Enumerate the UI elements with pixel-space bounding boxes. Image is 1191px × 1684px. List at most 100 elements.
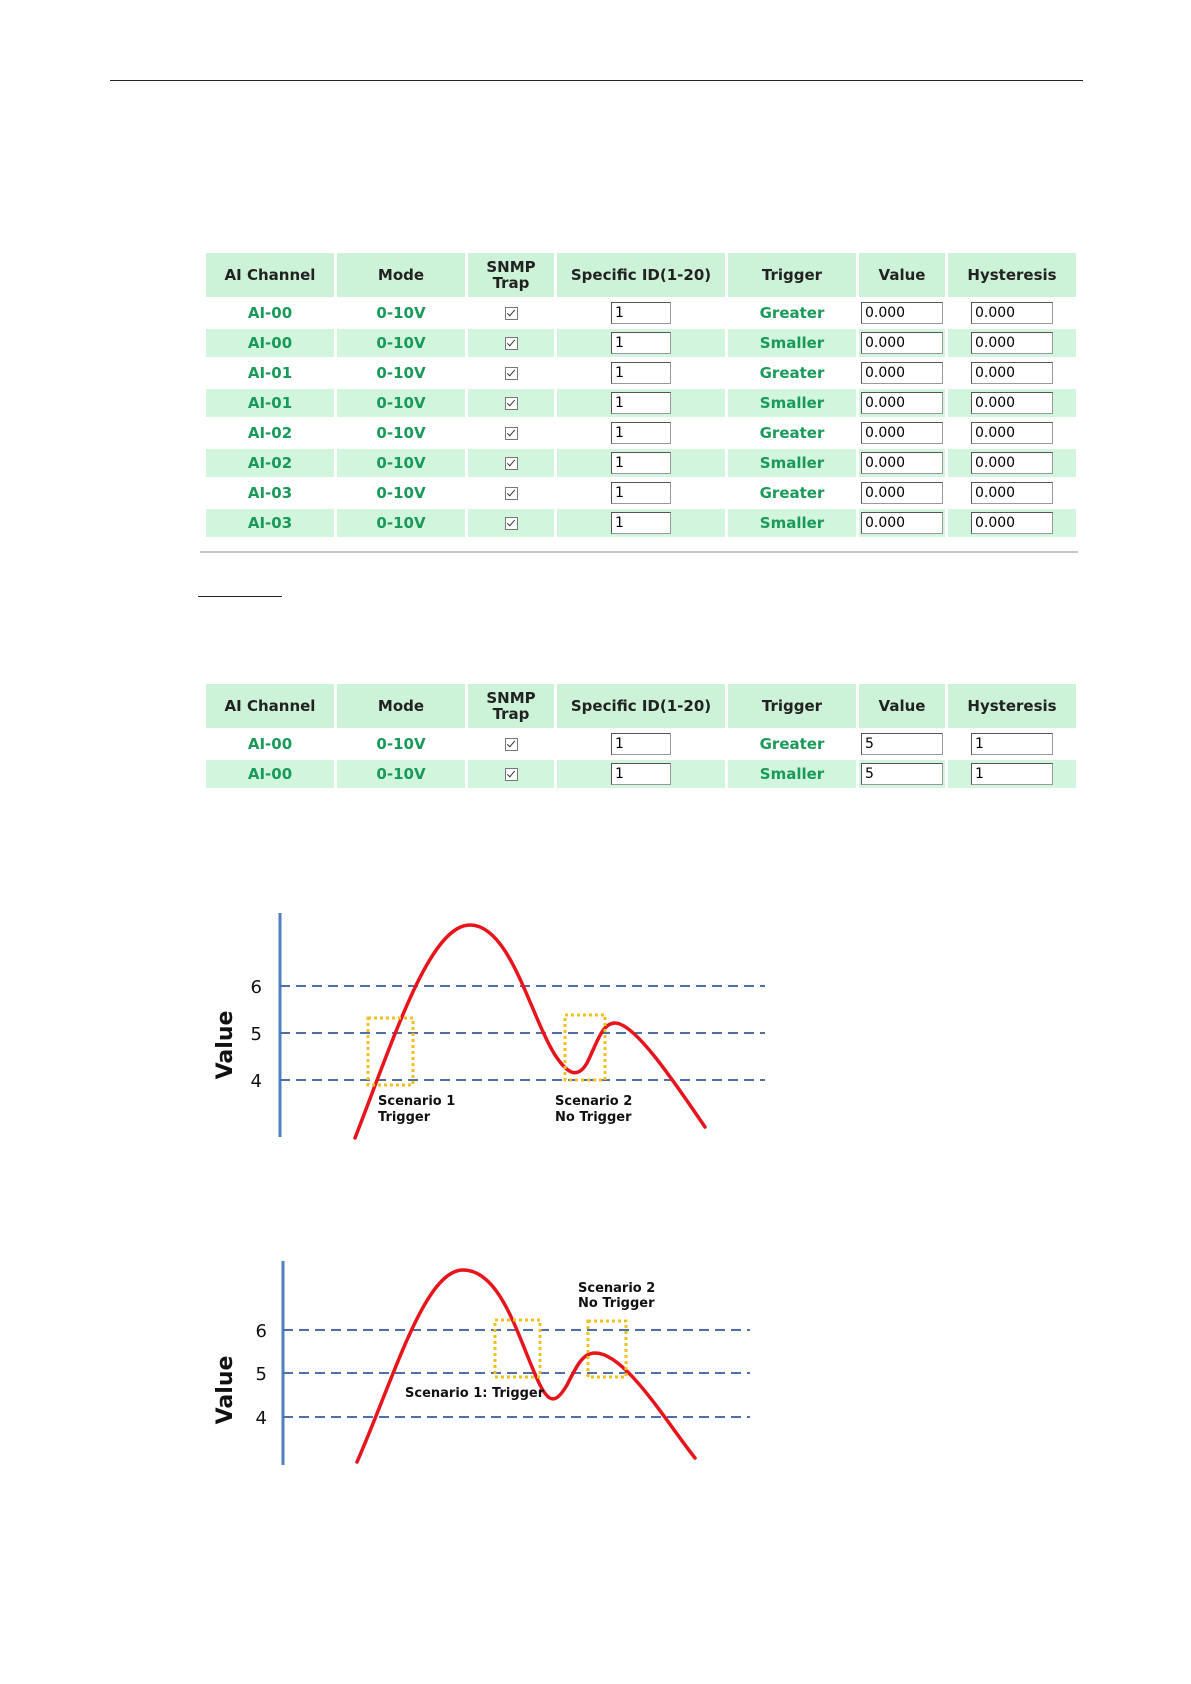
trigger-cell: Smaller [728, 329, 856, 357]
scenario-2-box [586, 1319, 628, 1379]
mode-cell: 0-10V [376, 364, 426, 382]
channel-cell: AI-02 [206, 449, 334, 477]
channel-cell: AI-02 [247, 424, 293, 442]
snmp-trap-checkbox[interactable] [504, 307, 518, 320]
snmp-trap-checkbox[interactable] [504, 487, 518, 500]
specific-id-input[interactable] [611, 482, 671, 504]
snmp-trap-checkbox[interactable] [504, 337, 518, 350]
specific-id-input[interactable] [611, 392, 671, 414]
value-input[interactable] [861, 362, 943, 384]
hysteresis-input[interactable] [971, 733, 1053, 755]
hysteresis-input[interactable] [971, 512, 1053, 534]
hysteresis-chart-smaller: Value 6 5 4 Scenario 1: Trigger Scenario… [213, 1261, 750, 1465]
y-tick-label: 6 [256, 1321, 267, 1342]
value-input[interactable] [861, 452, 943, 474]
value-cell [859, 730, 945, 758]
specific-id-input[interactable] [611, 733, 671, 755]
scenario-2-result: No Trigger [578, 1296, 655, 1311]
table-row: AI-000-10V Smaller [206, 329, 1076, 357]
channel-cell: AI-01 [247, 364, 293, 382]
snmp-trap-checkbox[interactable] [504, 517, 518, 530]
snmp-trap-checkbox[interactable] [504, 457, 518, 470]
hysteresis-input[interactable] [971, 452, 1053, 474]
specific-id-cell [557, 760, 725, 788]
signal-curve [355, 1268, 697, 1464]
snmp-trap-cell [468, 329, 554, 357]
y-tick-label: 5 [251, 1024, 262, 1045]
specific-id-input[interactable] [611, 512, 671, 534]
trigger-cell: Greater [759, 304, 825, 322]
column-header: Specific ID(1-20) [557, 253, 725, 297]
specific-id-input[interactable] [611, 332, 671, 354]
y-tick-label: 4 [256, 1408, 267, 1429]
channel-cell: AI-00 [247, 304, 293, 322]
specific-id-cell [557, 730, 725, 758]
value-input[interactable] [861, 422, 943, 444]
specific-id-cell [557, 419, 725, 447]
table-row: AI-000-10V Smaller [206, 760, 1076, 788]
snmp-trap-cell [468, 389, 554, 417]
column-header: SNMP Trap [468, 684, 554, 728]
hysteresis-input[interactable] [971, 392, 1053, 414]
value-cell [859, 359, 945, 387]
snmp-trap-checkbox[interactable] [504, 738, 518, 751]
section-underline [198, 596, 282, 597]
specific-id-input[interactable] [611, 302, 671, 324]
y-axis-label: Value [213, 1356, 238, 1425]
snmp-trap-checkbox[interactable] [504, 768, 518, 781]
specific-id-cell [557, 359, 725, 387]
specific-id-cell [557, 509, 725, 537]
hysteresis-input[interactable] [971, 482, 1053, 504]
hysteresis-input[interactable] [971, 332, 1053, 354]
scenario-1-box [493, 1318, 542, 1379]
table-header-row: AI Channel Mode SNMP Trap Specific ID(1-20) T… [206, 253, 1076, 297]
trigger-cell: Smaller [728, 389, 856, 417]
y-tick-label: 5 [256, 1364, 267, 1385]
specific-id-input[interactable] [611, 362, 671, 384]
trigger-cell: Greater [759, 364, 825, 382]
hysteresis-input[interactable] [971, 422, 1053, 444]
value-cell [859, 509, 945, 537]
column-header: SNMP Trap [468, 253, 554, 297]
snmp-trap-cell [468, 730, 554, 758]
value-input[interactable] [861, 302, 943, 324]
channel-cell: AI-00 [206, 760, 334, 788]
hysteresis-cell [948, 479, 1076, 507]
mode-cell: 0-10V [376, 735, 426, 753]
value-input[interactable] [861, 332, 943, 354]
hysteresis-input[interactable] [971, 763, 1053, 785]
hysteresis-cell [948, 329, 1076, 357]
hysteresis-input[interactable] [971, 362, 1053, 384]
column-header: Specific ID(1-20) [557, 684, 725, 728]
specific-id-input[interactable] [611, 452, 671, 474]
specific-id-input[interactable] [611, 763, 671, 785]
value-input[interactable] [861, 482, 943, 504]
value-input[interactable] [861, 392, 943, 414]
scenario-2-result: No Trigger [555, 1110, 632, 1125]
specific-id-input[interactable] [611, 422, 671, 444]
alarm-settings-table-example: AI Channel Mode SNMP Trap Specific ID(1-20) T… [203, 682, 1079, 790]
table-row: AI-03 0-10V Greater [206, 479, 1076, 507]
snmp-trap-checkbox[interactable] [504, 397, 518, 410]
header-rule [110, 80, 1083, 81]
specific-id-cell [557, 449, 725, 477]
column-header: Trigger [728, 253, 856, 297]
trigger-cell: Smaller [728, 449, 856, 477]
snmp-trap-checkbox[interactable] [504, 427, 518, 440]
table-row: AI-010-10V Smaller [206, 389, 1076, 417]
value-input[interactable] [861, 763, 943, 785]
snmp-trap-cell [468, 419, 554, 447]
value-input[interactable] [861, 512, 943, 534]
hysteresis-cell [948, 299, 1076, 327]
hysteresis-cell [948, 359, 1076, 387]
column-header: Mode [337, 253, 465, 297]
y-axis-label: Value [213, 1011, 238, 1080]
column-header: Hysteresis [948, 253, 1076, 297]
hysteresis-input[interactable] [971, 302, 1053, 324]
column-header: Trigger [728, 684, 856, 728]
value-input[interactable] [861, 733, 943, 755]
table-row: AI-01 0-10V Greater [206, 359, 1076, 387]
snmp-trap-checkbox[interactable] [504, 367, 518, 380]
hysteresis-chart-greater: Value 6 5 4 Scenario 1 Trigger Scenario … [213, 913, 765, 1140]
channel-cell: AI-03 [206, 509, 334, 537]
